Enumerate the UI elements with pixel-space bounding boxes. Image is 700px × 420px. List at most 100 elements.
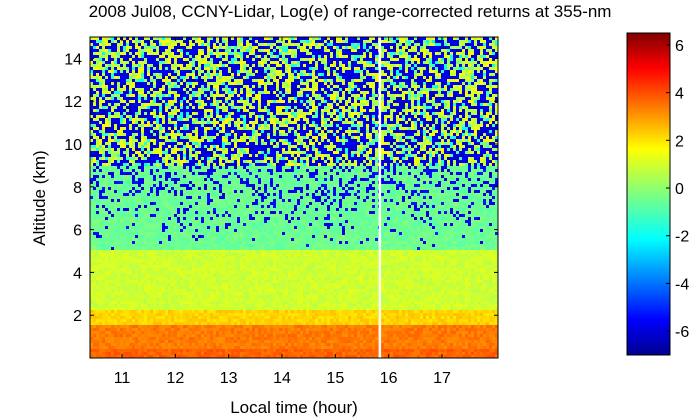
heatmap-cell <box>396 142 399 145</box>
heatmap-cell <box>129 43 132 46</box>
heatmap-cell <box>258 46 261 49</box>
heatmap-cell <box>243 82 246 85</box>
heatmap-cell <box>273 79 276 82</box>
heatmap-cell <box>273 52 276 55</box>
heatmap-cell <box>270 127 273 130</box>
heatmap-cell <box>348 64 351 67</box>
heatmap-cell <box>447 88 450 91</box>
heatmap-cell <box>108 103 111 106</box>
heatmap-cell <box>270 142 273 145</box>
heatmap-cell <box>369 106 372 109</box>
heatmap-cell <box>408 49 411 52</box>
heatmap-cell <box>252 64 255 67</box>
heatmap-cell <box>333 103 336 106</box>
heatmap-cell <box>354 130 357 133</box>
heatmap-cell <box>471 88 474 91</box>
heatmap-cell <box>261 55 264 58</box>
heatmap-cell <box>177 124 180 127</box>
heatmap-cell <box>135 94 138 97</box>
heatmap-cell <box>303 124 306 127</box>
heatmap-cell <box>312 73 315 76</box>
heatmap-cell <box>141 127 144 130</box>
heatmap-cell <box>240 100 243 103</box>
heatmap-cell <box>363 85 366 88</box>
heatmap-cell <box>285 97 288 100</box>
heatmap-cell <box>444 106 447 109</box>
heatmap-cell <box>153 49 156 52</box>
heatmap-cell <box>117 133 120 136</box>
heatmap-cell <box>153 133 156 136</box>
heatmap-cell <box>270 79 273 82</box>
heatmap-cell <box>285 88 288 91</box>
heatmap-cell <box>288 70 291 73</box>
heatmap-cell <box>423 133 426 136</box>
heatmap-cell <box>258 121 261 124</box>
heatmap-cell <box>177 115 180 118</box>
heatmap-cell <box>414 85 417 88</box>
heatmap-cell <box>375 64 378 67</box>
heatmap-cell <box>273 130 276 133</box>
heatmap-cell <box>216 142 219 145</box>
heatmap-cell <box>294 88 297 91</box>
heatmap-cell <box>252 73 255 76</box>
heatmap-cell <box>402 52 405 55</box>
heatmap-cell <box>345 76 348 79</box>
heatmap-cell <box>261 127 264 130</box>
heatmap-cell <box>483 139 486 142</box>
heatmap-cell <box>381 91 384 94</box>
heatmap-cell <box>459 70 462 73</box>
heatmap-cell <box>354 49 357 52</box>
heatmap-cell <box>420 40 423 43</box>
heatmap-cell <box>306 55 309 58</box>
heatmap-cell <box>339 82 342 85</box>
heatmap-cell <box>375 142 378 145</box>
heatmap-cell <box>387 136 390 139</box>
heatmap-cell <box>474 46 477 49</box>
heatmap-cell <box>234 121 237 124</box>
heatmap-cell <box>120 76 123 79</box>
heatmap-cell <box>228 55 231 58</box>
heatmap-cell <box>204 121 207 124</box>
heatmap-cell <box>117 100 120 103</box>
heatmap-cell <box>90 79 93 82</box>
heatmap-cell <box>150 91 153 94</box>
heatmap-cell <box>210 70 213 73</box>
heatmap-cell <box>405 106 408 109</box>
heatmap-cell <box>105 43 108 46</box>
heatmap-cell <box>150 97 153 100</box>
heatmap-cell <box>315 55 318 58</box>
heatmap-cell <box>180 130 183 133</box>
heatmap-cell <box>366 139 369 142</box>
heatmap-cell <box>366 82 369 85</box>
heatmap-cell <box>282 121 285 124</box>
heatmap-cell <box>342 121 345 124</box>
heatmap-cell <box>273 133 276 136</box>
heatmap-cell <box>300 52 303 55</box>
heatmap-cell <box>252 112 255 115</box>
heatmap-cell <box>99 121 102 124</box>
heatmap-cell <box>303 136 306 139</box>
heatmap-cell <box>240 67 243 70</box>
heatmap-cell <box>147 55 150 58</box>
heatmap-cell <box>135 124 138 127</box>
heatmap-cell <box>351 49 354 52</box>
heatmap-cell <box>465 70 468 73</box>
heatmap-cell <box>471 103 474 106</box>
heatmap-cell <box>393 94 396 97</box>
heatmap-cell <box>159 76 162 79</box>
heatmap-cell <box>96 49 99 52</box>
heatmap-cell <box>363 118 366 121</box>
heatmap-cell <box>300 103 303 106</box>
heatmap-cell <box>273 112 276 115</box>
heatmap-cell <box>102 67 105 70</box>
heatmap-cell <box>465 61 468 64</box>
heatmap-cell <box>270 94 273 97</box>
heatmap-cell <box>399 64 402 67</box>
heatmap-cell <box>429 124 432 127</box>
heatmap-cell <box>348 91 351 94</box>
heatmap-cell <box>405 85 408 88</box>
heatmap-cell <box>309 106 312 109</box>
heatmap-cell <box>423 46 426 49</box>
heatmap-cell <box>459 136 462 139</box>
heatmap-cell <box>90 55 93 58</box>
